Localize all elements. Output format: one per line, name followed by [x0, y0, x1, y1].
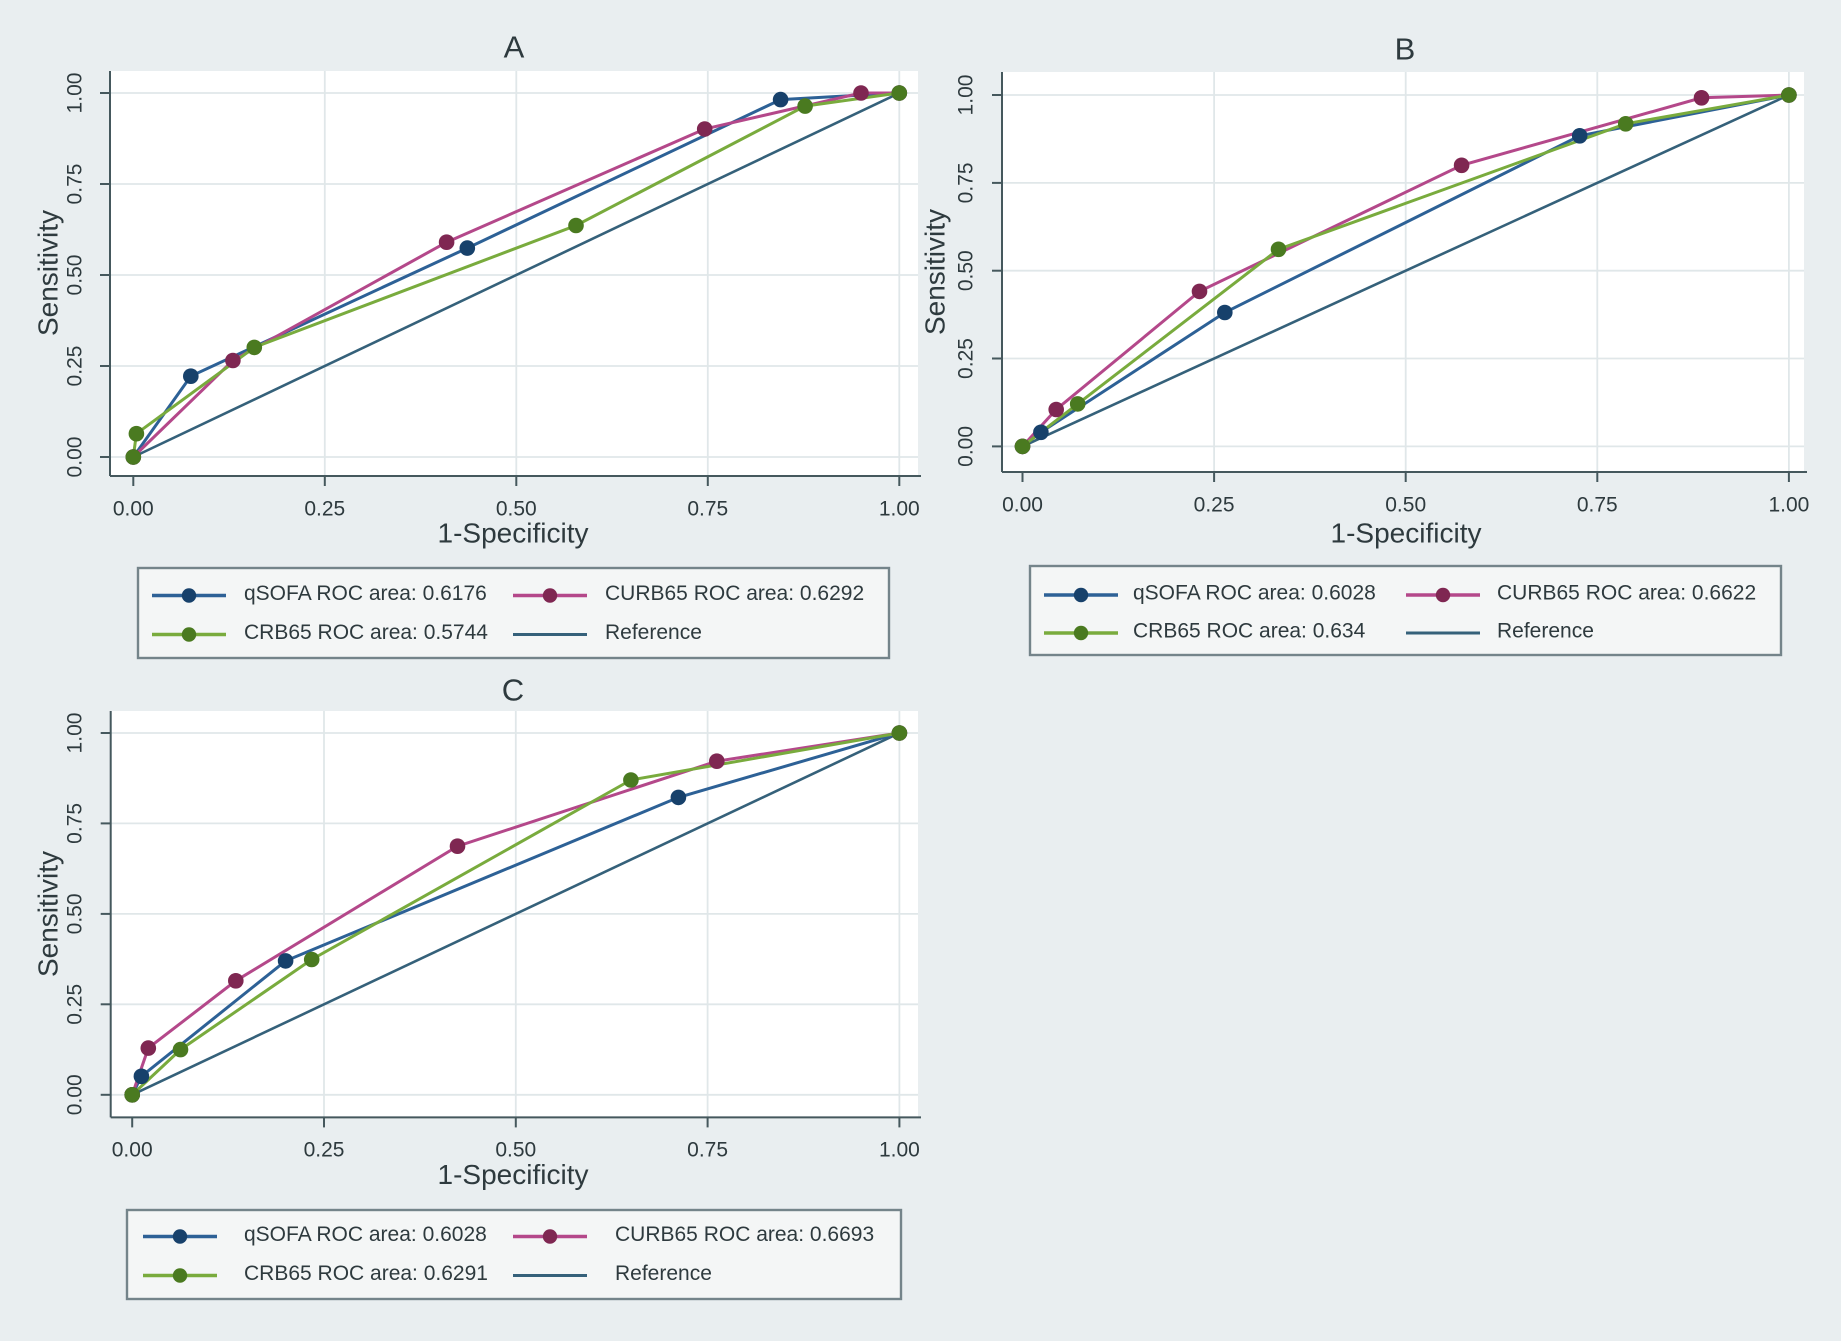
svg-text:0.75: 0.75 [687, 498, 728, 521]
svg-text:1.00: 1.00 [1768, 494, 1809, 517]
svg-text:0.25: 0.25 [955, 338, 978, 379]
svg-text:0.50: 0.50 [64, 255, 87, 296]
svg-text:0.75: 0.75 [64, 164, 87, 205]
svg-text:0.00: 0.00 [64, 437, 87, 478]
svg-text:1.00: 1.00 [879, 1139, 920, 1162]
svg-text:0.25: 0.25 [304, 498, 345, 521]
svg-text:0.50: 0.50 [64, 893, 87, 934]
svg-text:0.75: 0.75 [64, 803, 87, 844]
svg-text:CURB65 ROC area: 0.6292: CURB65 ROC area: 0.6292 [605, 582, 864, 605]
svg-text:0.75: 0.75 [687, 1139, 728, 1162]
svg-text:CRB65 ROC area: 0.6291: CRB65 ROC area: 0.6291 [244, 1262, 488, 1285]
svg-text:0.25: 0.25 [1194, 494, 1235, 517]
svg-text:0.00: 0.00 [955, 426, 978, 467]
svg-text:CRB65 ROC area: 0.5744: CRB65 ROC area: 0.5744 [244, 621, 488, 644]
svg-text:0.00: 0.00 [1002, 494, 1043, 517]
svg-text:Sensitivity: Sensitivity [33, 851, 64, 977]
svg-text:1.00: 1.00 [955, 75, 978, 116]
svg-text:1.00: 1.00 [879, 498, 920, 521]
svg-text:qSOFA ROC area: 0.6176: qSOFA ROC area: 0.6176 [244, 582, 487, 605]
svg-text:0.25: 0.25 [64, 346, 87, 387]
svg-text:0.00: 0.00 [113, 498, 154, 521]
svg-text:qSOFA ROC area: 0.6028: qSOFA ROC area: 0.6028 [1133, 582, 1376, 605]
svg-text:0.50: 0.50 [1385, 494, 1426, 517]
svg-text:CURB65 ROC area: 0.6693: CURB65 ROC area: 0.6693 [615, 1223, 874, 1246]
svg-text:0.25: 0.25 [304, 1139, 345, 1162]
svg-text:CRB65 ROC area: 0.634: CRB65 ROC area: 0.634 [1133, 620, 1366, 643]
svg-text:1.00: 1.00 [64, 73, 87, 114]
svg-text:0.00: 0.00 [64, 1074, 87, 1115]
svg-text:0.75: 0.75 [955, 162, 978, 203]
svg-text:0.25: 0.25 [64, 984, 87, 1025]
svg-text:1-Specificity: 1-Specificity [1331, 518, 1482, 549]
svg-text:1-Specificity: 1-Specificity [438, 518, 589, 549]
svg-text:0.75: 0.75 [1577, 494, 1618, 517]
svg-text:0.00: 0.00 [112, 1139, 153, 1162]
svg-text:CURB65 ROC area: 0.6622: CURB65 ROC area: 0.6622 [1497, 582, 1756, 605]
svg-text:Reference: Reference [615, 1262, 712, 1285]
svg-text:B: B [1395, 32, 1416, 67]
svg-text:1.00: 1.00 [64, 713, 87, 754]
svg-text:0.50: 0.50 [495, 1139, 536, 1162]
svg-text:Sensitivity: Sensitivity [920, 209, 951, 335]
svg-text:0.50: 0.50 [496, 498, 537, 521]
svg-text:1-Specificity: 1-Specificity [438, 1159, 589, 1190]
svg-text:0.50: 0.50 [955, 250, 978, 291]
svg-text:A: A [504, 30, 525, 65]
svg-text:C: C [502, 673, 524, 708]
svg-text:Sensitivity: Sensitivity [33, 210, 64, 336]
svg-text:Reference: Reference [605, 621, 702, 644]
svg-text:Reference: Reference [1497, 620, 1594, 643]
svg-text:qSOFA ROC area: 0.6028: qSOFA ROC area: 0.6028 [244, 1223, 487, 1246]
